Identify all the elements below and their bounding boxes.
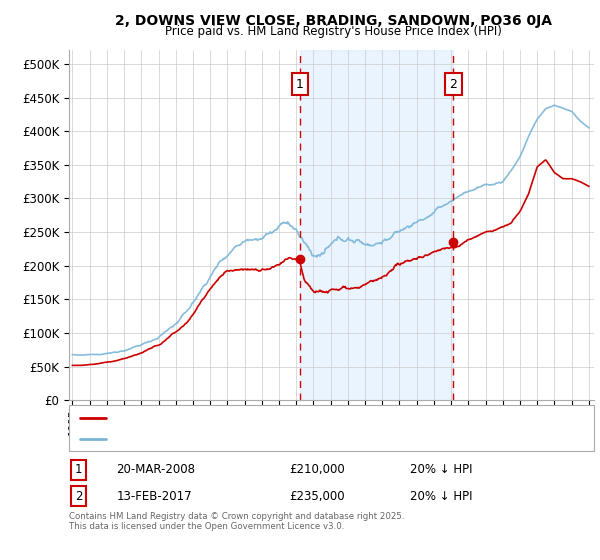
Text: 2, DOWNS VIEW CLOSE, BRADING, SANDOWN, PO36 0JA (detached house): 2, DOWNS VIEW CLOSE, BRADING, SANDOWN, P… bbox=[111, 413, 499, 423]
Text: £235,000: £235,000 bbox=[290, 489, 345, 503]
FancyBboxPatch shape bbox=[69, 405, 594, 451]
Text: Price paid vs. HM Land Registry's House Price Index (HPI): Price paid vs. HM Land Registry's House … bbox=[164, 25, 502, 38]
Text: 20% ↓ HPI: 20% ↓ HPI bbox=[410, 463, 473, 476]
Text: £210,000: £210,000 bbox=[290, 463, 345, 476]
Text: Contains HM Land Registry data © Crown copyright and database right 2025.
This d: Contains HM Land Registry data © Crown c… bbox=[69, 512, 404, 531]
Text: 1: 1 bbox=[296, 77, 304, 91]
Text: 13-FEB-2017: 13-FEB-2017 bbox=[116, 489, 192, 503]
Text: 1: 1 bbox=[75, 463, 82, 476]
Text: 20% ↓ HPI: 20% ↓ HPI bbox=[410, 489, 473, 503]
Text: 2: 2 bbox=[449, 77, 457, 91]
Bar bbox=[300, 50, 453, 400]
Text: 20-MAR-2008: 20-MAR-2008 bbox=[116, 463, 195, 476]
Text: 2: 2 bbox=[75, 489, 82, 503]
Text: HPI: Average price, detached house, Isle of Wight: HPI: Average price, detached house, Isle… bbox=[111, 435, 369, 444]
Text: 2, DOWNS VIEW CLOSE, BRADING, SANDOWN, PO36 0JA: 2, DOWNS VIEW CLOSE, BRADING, SANDOWN, P… bbox=[115, 14, 551, 28]
